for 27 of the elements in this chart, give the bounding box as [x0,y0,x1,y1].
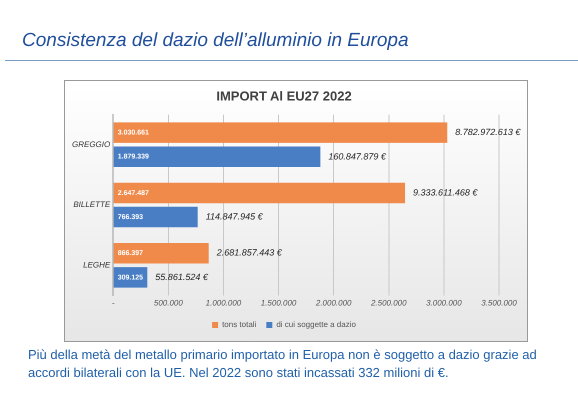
annotation: 160.847.879 € [328,151,387,162]
x-tick-label: 1.500.000 [260,298,297,308]
y-tick-label: LEGHE [83,260,111,270]
x-tick-label: 2.500.000 [370,298,408,308]
bar [114,182,406,204]
x-tick-label: 500.000 [154,298,184,308]
bar [114,206,198,228]
bar [114,242,209,264]
x-tick-label: 2.000.000 [314,298,352,308]
x-tick-label: 3.500.000 [481,298,518,308]
annotation: 55.861.524 € [155,272,209,282]
annotation: 114.847.945 € [206,212,264,222]
bar [114,146,320,168]
legend-label: di cui soggette a dazio [276,320,356,330]
text: Più della metà del metallo primario importato in Europa non è soggetto a dazio grazie ad accordi bilaterali con la UE. Nel 2022 sono stati incassati 332 milioni di €. [28,346,538,382]
annotation: 8.782.972.613 € [455,127,522,138]
legend-label: tons totali [222,320,257,330]
chart-title: Consistenza del dazio dell’alluminio in Europa [22,30,409,52]
annotation: 2.681.857.443 € [216,248,283,258]
bar [114,122,448,143]
annotation: 9.333.611.468 € [413,187,478,198]
x-tick-label: 1.000.000 [206,298,242,308]
y-tick-label: BILLETTE [73,200,111,210]
chart-subtitle: IMPORT Al EU27 2022 [216,88,352,104]
x-tick-label: - [112,298,115,308]
y-tick-label: GREGGIO [72,140,110,149]
x-tick-label: 3.000.000 [426,298,462,308]
